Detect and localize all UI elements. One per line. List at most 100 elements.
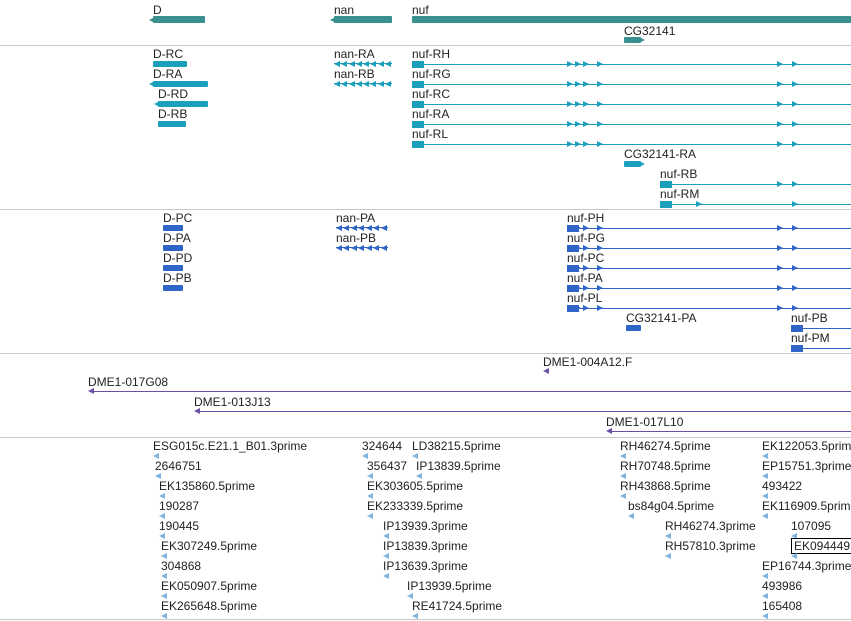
feature-label[interactable]: EK135860.5prime: [159, 479, 256, 493]
feature-label[interactable]: 324644: [362, 439, 403, 453]
feature-label[interactable]: D-RA: [153, 67, 183, 81]
feature-label[interactable]: D-RC: [153, 47, 183, 61]
feature-label[interactable]: nuf-RG: [412, 67, 451, 81]
feature-glyph[interactable]: [412, 16, 851, 23]
feature-label[interactable]: EK116909.5prime: [762, 499, 851, 513]
feature-label[interactable]: nuf: [412, 3, 429, 17]
feature-label[interactable]: nuf-RL: [412, 127, 449, 141]
feature-glyph[interactable]: [153, 16, 205, 23]
feature-glyph[interactable]: [153, 81, 208, 87]
feature-label[interactable]: DME1-013J13: [194, 395, 271, 409]
feature-label[interactable]: LD38215.5prime: [412, 439, 501, 453]
feature-glyph[interactable]: [163, 225, 183, 231]
feature-label[interactable]: D: [153, 3, 162, 17]
feature-label[interactable]: nuf-PH: [567, 211, 605, 225]
feature-label[interactable]: IP13639.3prime: [383, 559, 468, 573]
feature-label[interactable]: nuf-PC: [567, 251, 605, 265]
feature-label[interactable]: RH57810.3prime: [665, 539, 756, 553]
transcript-line[interactable]: [791, 348, 851, 349]
feature-label[interactable]: RE41724.5prime: [412, 599, 503, 613]
feature-label[interactable]: nuf-PA: [567, 271, 603, 285]
feature-label[interactable]: D-PC: [163, 211, 193, 225]
feature-glyph[interactable]: [624, 161, 641, 167]
feature-glyph[interactable]: [163, 265, 183, 271]
feature-glyph[interactable]: [626, 325, 641, 331]
clone-span-line[interactable]: [610, 431, 851, 432]
feature-label[interactable]: bs84g04.5prime: [628, 499, 715, 513]
feature-label[interactable]: DME1-017G08: [88, 375, 169, 389]
feature-label[interactable]: nan-PA: [336, 211, 376, 225]
clone-span-line[interactable]: [92, 391, 851, 392]
feature-label[interactable]: CG32141-RA: [624, 147, 697, 161]
feature-label[interactable]: D-PB: [163, 271, 192, 285]
transcript-line[interactable]: [412, 124, 851, 125]
feature-label[interactable]: nuf-PG: [567, 231, 606, 245]
feature-label[interactable]: nuf-PM: [791, 331, 830, 345]
clone-span-line[interactable]: [198, 411, 851, 412]
feature-label[interactable]: ESG015c.E21.1_B01.3prime: [153, 439, 308, 453]
feature-label[interactable]: nuf-RH: [412, 47, 451, 61]
feature-glyph[interactable]: [163, 245, 183, 251]
feature-label[interactable]: IP13939.3prime: [383, 519, 468, 533]
feature-label[interactable]: 190445: [159, 519, 200, 533]
feature-label[interactable]: 107095: [791, 519, 832, 533]
feature-label[interactable]: IP13839.5prime: [416, 459, 501, 473]
feature-label[interactable]: nan-RA: [334, 47, 375, 61]
feature-glyph[interactable]: [158, 121, 186, 127]
feature-glyph[interactable]: [158, 101, 208, 107]
feature-label[interactable]: IP13939.5prime: [407, 579, 492, 593]
transcript-line[interactable]: [567, 228, 851, 229]
feature-label[interactable]: EK303605.5prime: [367, 479, 464, 493]
feature-label[interactable]: EP15751.3prime: [762, 459, 851, 473]
transcript-line[interactable]: [791, 328, 851, 329]
feature-glyph[interactable]: [153, 61, 187, 67]
feature-label[interactable]: D-RD: [158, 87, 188, 101]
transcript-line[interactable]: [660, 184, 851, 185]
transcript-line[interactable]: [567, 308, 851, 309]
transcript-line[interactable]: [567, 248, 851, 249]
feature-label[interactable]: nan: [334, 3, 355, 17]
feature-label[interactable]: RH43868.5prime: [620, 479, 711, 493]
feature-label[interactable]: 356437: [367, 459, 408, 473]
feature-label[interactable]: EK265648.5prime: [161, 599, 258, 613]
transcript-line[interactable]: [567, 268, 851, 269]
feature-label[interactable]: CG32141-PA: [626, 311, 697, 325]
feature-label[interactable]: nuf-RC: [412, 87, 451, 101]
feature-label[interactable]: 165408: [762, 599, 803, 613]
feature-label[interactable]: nuf-RB: [660, 167, 698, 181]
feature-label[interactable]: RH46274.5prime: [620, 439, 711, 453]
feature-label[interactable]: IP13839.3prime: [383, 539, 468, 553]
feature-label[interactable]: 493986: [762, 579, 803, 593]
feature-label[interactable]: nuf-RA: [412, 107, 450, 121]
feature-label[interactable]: EK307249.5prime: [161, 539, 258, 553]
feature-label[interactable]: 190287: [159, 499, 200, 513]
feature-label[interactable]: nuf-PL: [567, 291, 603, 305]
feature-glyph[interactable]: [334, 16, 392, 23]
feature-label[interactable]: DME1-004A12.F: [543, 355, 633, 369]
feature-label[interactable]: D-PA: [163, 231, 191, 245]
feature-label[interactable]: CG32141: [624, 24, 676, 38]
transcript-line[interactable]: [412, 144, 851, 145]
feature-label[interactable]: nan-RB: [334, 67, 375, 81]
feature-label[interactable]: 493422: [762, 479, 803, 493]
feature-glyph[interactable]: [624, 37, 641, 43]
feature-label[interactable]: D-RB: [158, 107, 188, 121]
feature-label[interactable]: EK233339.5prime: [367, 499, 464, 513]
feature-label[interactable]: DME1-017L10: [606, 415, 684, 429]
feature-label[interactable]: EK050907.5prime: [161, 579, 258, 593]
transcript-line[interactable]: [567, 288, 851, 289]
feature-label[interactable]: nuf-PB: [791, 311, 828, 325]
feature-label[interactable]: RH46274.3prime: [665, 519, 756, 533]
feature-glyph[interactable]: [163, 285, 183, 291]
feature-label[interactable]: 304868: [161, 559, 202, 573]
transcript-line[interactable]: [412, 84, 851, 85]
feature-label[interactable]: EK094449: [791, 538, 851, 554]
transcript-line[interactable]: [412, 104, 851, 105]
feature-label[interactable]: nuf-RM: [660, 187, 700, 201]
transcript-line[interactable]: [660, 204, 851, 205]
feature-label[interactable]: RH70748.5prime: [620, 459, 711, 473]
feature-label[interactable]: 2646751: [155, 459, 202, 473]
transcript-line[interactable]: [412, 64, 851, 65]
feature-label[interactable]: nan-PB: [336, 231, 377, 245]
feature-label[interactable]: EP16744.3prime: [762, 559, 851, 573]
